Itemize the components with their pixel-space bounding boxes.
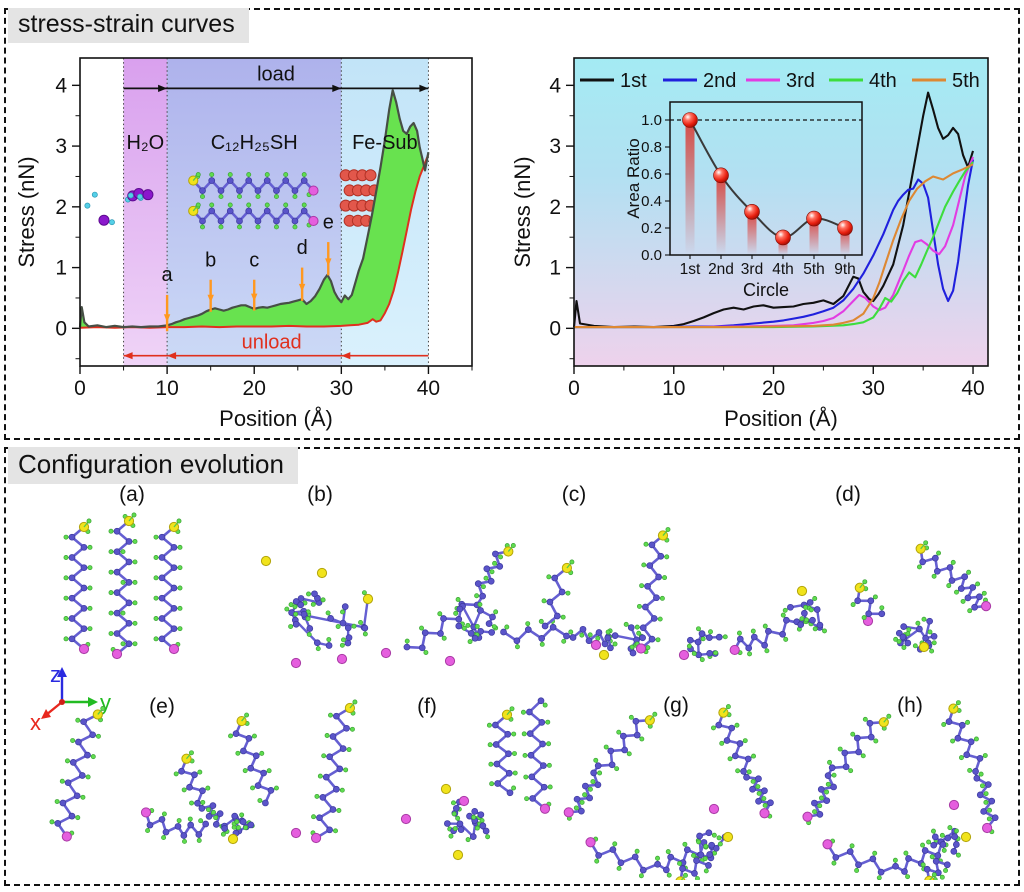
x-axis-label: x [30,710,41,735]
config-label-h: (h) [897,694,923,717]
z-axis-label: z [50,662,61,687]
area-ratio-point [775,229,791,246]
axis-origin-dot [59,699,65,705]
y-axis-arrow [88,697,98,707]
y-tick: 0 [55,317,67,340]
area-ratio-point [713,167,729,184]
cycles-chart: 0.0 0.2 0.4 0.6 0.8 1.0 1st 2nd 3rd 4th 5th 9th Circ… [510,57,989,431]
region-label-fesub: Fe-Sub [352,132,418,154]
config-label-b: (b) [307,483,333,506]
x-tick: 20 [243,377,266,400]
inset-y-tick: 0.4 [641,193,662,210]
inset-y-tick: 0.2 [641,220,662,237]
y-tick: 4 [549,74,561,97]
cycle-curve-5th [574,163,974,329]
legend: 1st 2nd 3rd 4th 5th [580,70,980,92]
inset-x-tick: 4th [772,261,794,278]
inset-y-tick: 1.0 [641,112,662,129]
area-ratio-inset: 0.0 0.2 0.4 0.6 0.8 1.0 1st 2nd 3rd 4th 5th 9th Circ… [624,101,863,300]
axis-indicator: z y x [30,662,111,735]
cycle-curve-2nd [574,159,975,329]
load-curve [78,89,430,329]
y-tick: 2 [55,196,67,219]
hysteresis-area [80,90,429,328]
molecular-illustrations [84,169,381,230]
x-axis-label: Position (Å) [724,406,838,431]
x-axis-label: Position (Å) [219,406,333,431]
area-ratio-point [744,204,760,220]
inset-y-tick: 0.0 [641,247,662,264]
inset-x-tick: 2nd [708,261,734,278]
y-axis-label: Stress (nN) [14,156,39,267]
config-panel-labels: (a) (b) (c) (d) (e) (f) (g) (h) [119,483,923,718]
config-label-e: (e) [149,695,175,718]
point-label-a: a [162,264,174,286]
inset-y-tick: 0.6 [641,166,662,183]
x-tick: 30 [330,377,353,400]
molecule-renderings [49,512,999,880]
inset-y-tick: 0.8 [641,139,662,156]
x-tick: 20 [762,377,785,400]
section-title-configuration: Configuration evolution [8,447,298,484]
legend-label-2nd: 2nd [703,70,736,92]
inset-x-tick: 1st [680,261,701,278]
inset-y-label: Area Ratio [624,138,643,218]
unload-label: unload [242,332,302,354]
area-ratio-point [806,210,822,227]
y-tick: 3 [549,135,561,158]
config-label-a: (a) [119,483,145,506]
config-label-c: (c) [562,483,587,506]
y-tick: 3 [55,135,67,158]
config-label-g: (g) [663,694,689,717]
z-axis-arrow [57,667,67,677]
y-axis-label: Stress (nN) [510,156,535,267]
x-tick: 40 [961,377,984,400]
cycle-curve-1st [572,91,975,329]
region-label-thiol: C₁₂H₂₅SH [211,132,298,154]
inset-x-tick: 9th [834,261,856,278]
point-label-d: d [297,237,308,259]
x-tick: 40 [417,377,440,400]
point-label-b: b [205,249,216,271]
stress-strain-section: stress-strain curves load unload a b c d e H₂O C… [4,8,1020,440]
legend-label-3rd: 3rd [786,70,815,92]
load-label: load [257,63,295,85]
legend-label-5th: 5th [952,70,980,92]
region-label-h2o: H₂O [126,132,164,154]
y-tick: 1 [549,257,561,280]
config-label-d: (d) [835,483,861,506]
inset-x-tick: 5th [803,261,825,278]
section-title-stress-strain: stress-strain curves [8,8,249,43]
y-tick: 4 [55,74,67,97]
y-tick: 1 [55,257,67,280]
y-tick: 2 [549,196,561,219]
legend-label-1st: 1st [620,70,647,92]
inset-x-tick: 3rd [741,261,763,278]
x-tick: 10 [155,377,178,400]
x-tick: 0 [74,377,86,400]
legend-label-4th: 4th [869,70,897,92]
x-tick: 0 [568,377,580,400]
y-axis-label: y [100,690,111,715]
configuration-panels: (a) (b) (c) (d) (e) (f) (g) (h) z y x [30,483,999,880]
config-label-f: (f) [417,695,437,718]
inset-x-label: Circle [743,280,789,300]
x-tick: 10 [662,377,685,400]
point-label-c: c [249,249,259,271]
configuration-evolution-section: Configuration evolution (a) (b) (c) (d) … [4,447,1020,886]
unload-curve [79,153,430,329]
area-ratio-point [837,220,853,236]
area-ratio-point [682,112,698,128]
region-band [123,58,168,366]
point-label-e: e [323,212,334,234]
y-tick: 0 [549,317,561,340]
x-tick: 30 [862,377,885,400]
x-axis-arrow [41,709,51,719]
